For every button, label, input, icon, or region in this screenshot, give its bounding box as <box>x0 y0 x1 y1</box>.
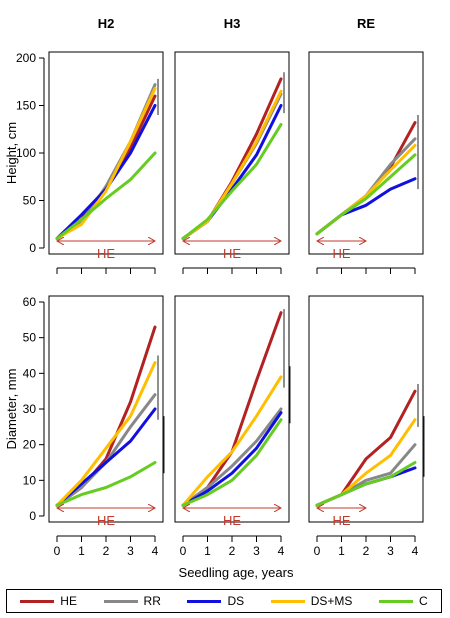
row-2-h2-x-tick-label: 3 <box>127 544 134 558</box>
row-2-y-tick-label: 60 <box>23 295 37 309</box>
row-2-h3-x-tick-label: 2 <box>229 544 236 558</box>
row-2-re-x-tick-label: 4 <box>412 544 419 558</box>
row-2-y-tick-label: 20 <box>23 438 37 452</box>
row-2-y-tick-label: 50 <box>23 331 37 345</box>
row-2-re-series-c <box>315 461 417 507</box>
row-1-h2-he-arrow-label: HE <box>97 246 115 261</box>
row-2-re-series-he <box>315 389 417 507</box>
legend-swatch-ds <box>187 599 222 603</box>
legend: HE RR DS DS+MS C <box>6 589 442 613</box>
legend-item-c: C <box>378 594 428 608</box>
row-1-h3-series-rr <box>181 92 283 240</box>
row-2-h2-x-tick-label: 4 <box>152 544 159 558</box>
row-2-y-tick-label: 40 <box>23 366 37 380</box>
row-1-y-tick-label: 150 <box>16 99 36 113</box>
row-2-h3-series-he <box>181 311 283 507</box>
row-2-h3-series-ds-ms <box>181 375 283 507</box>
row-2-re-x-tick-label: 1 <box>338 544 345 558</box>
row-2-h3-x-tick-label: 0 <box>180 544 187 558</box>
row-1-h3-panel-frame <box>174 51 290 255</box>
row-2-h3-x-tick-label: 1 <box>204 544 211 558</box>
row-2-y-tick-label: 10 <box>23 473 37 487</box>
row-1-y-tick-label: 200 <box>16 51 36 65</box>
legend-item-ds-ms: DS+MS <box>270 594 353 608</box>
legend-swatch-c <box>378 599 413 603</box>
row-2-h2-series-ds-ms <box>55 361 157 507</box>
row-2-re-x-tick-label: 2 <box>363 544 370 558</box>
legend-label-ds: DS <box>227 594 245 608</box>
column-title-h3: H3 <box>224 16 241 31</box>
row-2-h2-x-tick-label: 1 <box>78 544 85 558</box>
legend-label-c: C <box>418 594 428 608</box>
row-2-re-x-tick-label: 3 <box>387 544 394 558</box>
row-2-y-tick-label: 30 <box>23 402 37 416</box>
row-2-h2-x-tick-label: 0 <box>54 544 61 558</box>
legend-swatch-he <box>20 599 55 603</box>
row-2-re-x-tick-label: 0 <box>314 544 321 558</box>
row-1-re-panel-frame <box>308 51 424 255</box>
row-2-h3-he-arrow-label: HE <box>223 513 241 528</box>
row-2-re-he-arrow-label: HE <box>332 513 350 528</box>
row-1-h2-series-ds-ms <box>55 86 157 240</box>
row-1-y-tick-label: 50 <box>23 194 37 208</box>
column-title-re: RE <box>357 16 375 31</box>
x-axis-label: Seedling age, years <box>179 565 294 580</box>
row-2-h3-series-c <box>181 418 283 507</box>
row-2-h3-x-tick-label: 3 <box>253 544 260 558</box>
row-1-h3-he-arrow-label: HE <box>223 246 241 261</box>
row-2-h3-series-rr <box>181 407 283 507</box>
legend-item-rr: RR <box>103 594 161 608</box>
row-2-h3-series-ds <box>181 411 283 507</box>
legend-label-rr: RR <box>143 594 161 608</box>
row-1-y-tick-label: 100 <box>16 146 36 160</box>
row-2-y-tick-label: 0 <box>29 509 36 523</box>
row-1-h3-series-c <box>181 123 283 240</box>
row-2-h2-series-c <box>55 461 157 507</box>
row-2-h3-panel-frame <box>174 295 290 523</box>
row-2-y-axis-label: Diameter, mm <box>4 369 19 450</box>
row-1-h3-series-he <box>181 77 283 240</box>
row-2-h2-panel-frame <box>48 295 164 523</box>
row-1-y-tick-label: 0 <box>29 241 36 255</box>
legend-item-he: HE <box>20 594 77 608</box>
column-title-h2: H2 <box>98 16 115 31</box>
legend-swatch-rr <box>103 599 138 603</box>
row-1-re-series-he <box>315 121 417 236</box>
row-1-h2-panel-frame <box>48 51 164 255</box>
row-1-re-series-ds <box>315 177 417 236</box>
row-1-h2-series-rr <box>55 83 157 240</box>
legend-label-ds-ms: DS+MS <box>310 594 353 608</box>
row-2-h2-he-arrow-label: HE <box>97 513 115 528</box>
legend-swatch-ds-ms <box>270 599 305 603</box>
legend-label-he: HE <box>60 594 77 608</box>
row-1-re-series-c <box>315 153 417 236</box>
row-1-re-he-arrow-label: HE <box>332 246 350 261</box>
row-1-h2-series-c <box>55 151 157 240</box>
row-2-h3-x-tick-label: 4 <box>278 544 285 558</box>
legend-item-ds: DS <box>187 594 244 608</box>
row-1-y-axis-label: Height, cm <box>4 122 19 184</box>
row-2-h2-x-tick-label: 2 <box>103 544 110 558</box>
row-2-h2-series-ds <box>55 407 157 507</box>
row-2-re-panel-frame <box>308 295 424 523</box>
